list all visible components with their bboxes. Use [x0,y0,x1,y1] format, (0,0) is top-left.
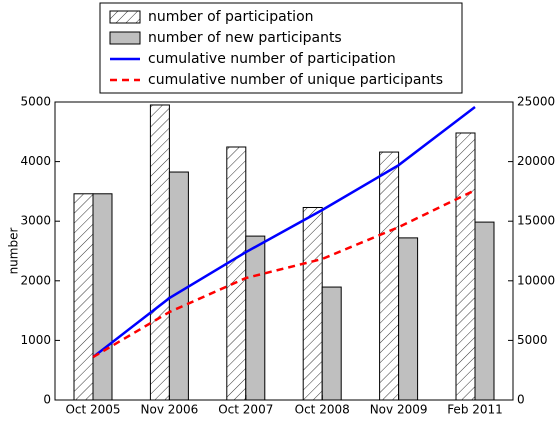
bar [73,193,94,401]
legend-label: number of new participants [148,30,342,46]
bar [226,146,247,401]
bar [92,193,113,401]
bar [455,132,476,401]
y2-tick-label: 25000 [517,95,555,109]
y2-tick-label: 0 [517,393,525,407]
y2-tick-label: 5000 [517,333,548,347]
bar [379,151,400,401]
x-tick-label: Oct 2007 [218,403,273,417]
y-tick-label: 3000 [20,214,51,228]
y2-tick-label: 10000 [517,273,555,287]
y-tick-label: 0 [43,393,51,407]
legend-label: cumulative number of participation [148,51,396,67]
line [92,189,476,359]
y-tick-label: 4000 [20,154,51,168]
bar [321,286,342,401]
x-tick-label: Oct 2005 [65,403,120,417]
y-tick-label: 1000 [20,333,51,347]
bar [474,221,495,401]
x-tick-label: Oct 2008 [295,403,350,417]
bar [245,235,266,401]
legend-swatch [109,31,141,45]
y-tick-label: 2000 [20,273,51,287]
legend-label: cumulative number of unique participants [148,72,443,88]
legend-swatch [109,10,141,24]
x-tick-label: Nov 2006 [141,403,199,417]
bar [302,206,323,401]
bar [398,237,419,401]
legend-label: number of participation [148,9,314,25]
x-tick-label: Feb 2011 [447,403,503,417]
bar [168,171,189,401]
bar [149,104,170,401]
y-tick-label: 5000 [20,95,51,109]
legend-box [99,2,463,94]
y2-tick-label: 20000 [517,154,555,168]
y2-tick-label: 15000 [517,214,555,228]
x-tick-label: Nov 2009 [370,403,428,417]
y-axis-label: number [7,228,21,275]
line [92,106,476,359]
plot-frame [54,101,514,401]
